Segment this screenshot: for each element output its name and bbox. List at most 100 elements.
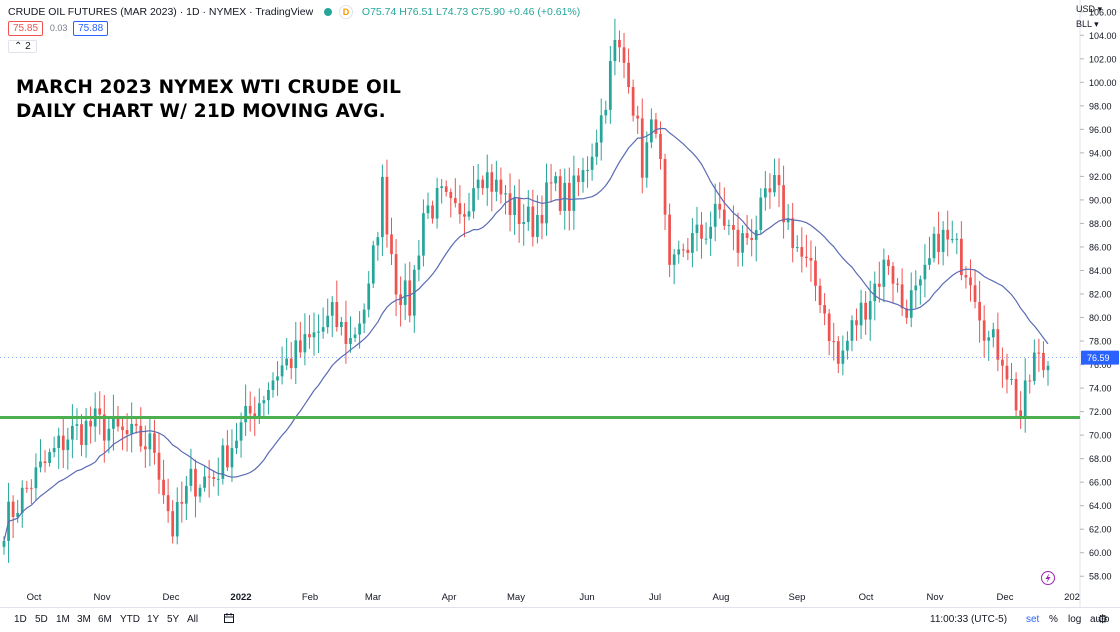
candle-body [741,233,744,253]
candle-body [987,337,991,341]
candle-body [1005,365,1009,380]
candle-body [112,416,115,429]
indicators-toggle[interactable]: ⌃ 2 [8,40,37,53]
candle-body [1037,352,1041,354]
candle-body [16,512,20,518]
candle-body [563,182,567,211]
candle-body [335,302,339,328]
candle-body [777,175,781,186]
settings-gear-icon[interactable]: ⚙ [1097,612,1108,626]
candle-body [522,222,526,224]
candle-body [440,186,444,188]
auto-toggle[interactable]: auto [1090,614,1110,625]
y-tick-label: 90.00 [1089,195,1112,205]
range-5y[interactable]: 5Y [167,614,180,625]
candle-body [964,275,968,278]
candle-body [918,279,922,286]
candle-body [194,468,197,497]
candle-body [508,193,512,216]
candle-body [330,302,334,316]
range-ytd[interactable]: YTD [120,614,140,625]
candle-body [362,309,366,324]
candle-body [791,218,795,249]
candle-body [98,408,102,415]
candle-body [308,334,311,338]
candle-body [481,179,485,189]
x-tick-label: Apr [442,592,457,603]
candle-body [476,179,480,189]
candle-body [604,109,608,116]
candle-body [672,254,676,265]
range-all[interactable]: All [187,614,199,625]
quote-row: 75.85 0.03 75.88 [8,21,109,36]
candle-body [832,341,836,343]
candle-body [668,214,671,265]
set-button[interactable]: set [1026,614,1040,625]
candle-body [52,447,56,453]
candle-body [71,425,74,440]
candle-body [394,254,398,295]
y-tick-label: 82.00 [1089,290,1112,300]
range-3m[interactable]: 3M [77,614,91,625]
market-open-icon [324,8,333,16]
overlay-title: MARCH 2023 NYMEX WTI CRUDE OIL DAILY CHA… [16,76,401,124]
currency-label[interactable]: USD ▾ [1075,4,1102,14]
candle-body [349,337,352,344]
candle-body [941,229,945,252]
range-1y[interactable]: 1Y [147,614,160,625]
price-chart[interactable]: 58.00 60.00 62.00 64.00 66.00 68.00 70.00 72.00… [0,0,1120,607]
candle-body [736,229,740,253]
go-to-date-icon[interactable] [224,613,234,623]
ohlc-values: O75.74 H76.51 L74.73 C75.90 +0.46 (+0.61… [361,5,581,18]
event-lightning-icon [1041,571,1055,585]
candle-body [166,495,170,512]
candle-body [417,255,421,270]
bottom-toolbar: 1D 5D 1M 3M 6M YTD 1Y 5Y All 11:00:33 (U… [0,607,1120,632]
log-toggle[interactable]: log [1068,614,1082,625]
candle-body [171,511,175,537]
candle-body [326,315,330,328]
x-tick-label: Feb [302,592,318,603]
candle-body [896,283,899,285]
currency-selector[interactable]: USD ▾ BLL ▾ [1076,2,1102,32]
candle-body [285,358,289,366]
candle-body [750,237,754,240]
y-tick-label: 104.00 [1089,31,1117,41]
x-tick-label: 2022 [230,592,251,603]
candle-body [618,39,621,48]
candle-body [558,176,562,211]
y-tick-label: 66.00 [1089,478,1112,488]
candle-body [431,205,434,219]
range-1d[interactable]: 1D [14,614,27,625]
range-6m[interactable]: 6M [98,614,112,625]
range-5d[interactable]: 5D [35,614,48,625]
candle-body [61,435,65,451]
candle-body [713,203,717,227]
candle-body [25,487,29,489]
candle-body [978,301,981,321]
percent-toggle[interactable]: % [1049,614,1058,625]
candle-body [267,389,270,401]
candle-body [29,487,33,489]
candle-body [659,133,662,159]
candle-body [800,247,804,257]
candle-body [887,259,890,267]
x-tick-label: Oct [859,592,874,603]
y-tick-label: 102.00 [1089,54,1117,64]
buy-button[interactable]: 75.88 [73,21,109,36]
unit-label[interactable]: BLL ▾ [1075,19,1099,29]
x-tick-label: Jun [579,592,594,603]
clock-timezone[interactable]: 11:00:33 (UTC-5) [930,614,1008,625]
candle-body [1023,380,1027,420]
candle-body [1028,380,1032,382]
symbol-info[interactable]: CRUDE OIL FUTURES (MAR 2023) · 1D · NYME… [8,5,580,19]
candle-body [2,540,6,547]
candle-body [709,226,713,239]
sell-button[interactable]: 75.85 [8,21,44,36]
candle-body [244,406,247,423]
candle-body [175,502,179,537]
x-tick-label: Nov [927,592,944,603]
range-1m[interactable]: 1M [56,614,70,625]
candle-body [230,448,234,468]
candle-body [212,477,216,480]
